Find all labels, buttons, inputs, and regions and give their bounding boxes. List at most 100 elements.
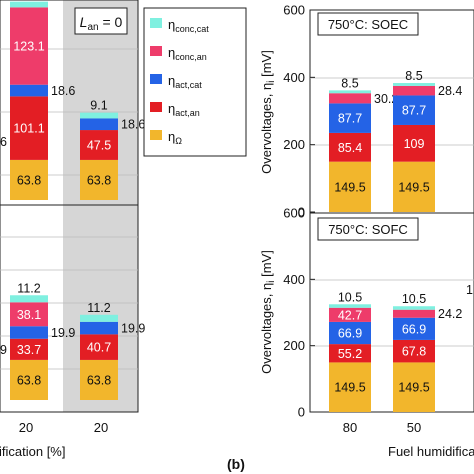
bar-segment-omega [329, 161, 371, 212]
legend-swatch [150, 18, 162, 28]
svg-text:Lan = 0: Lan = 0 [80, 14, 123, 33]
legend-swatch [150, 46, 162, 56]
bar-value-label: 42.7 [338, 308, 362, 322]
bar-segment-act-cat [329, 321, 371, 345]
left-frame [0, 0, 139, 413]
bar-value-label: 11.2 [17, 281, 40, 295]
bar-value-label: 47.5 [87, 138, 111, 152]
right-bottom-y-axis-label: Overvoltages, ηi [mV] [259, 250, 277, 374]
right-top-y-axis: 0 200 400 600 [283, 3, 315, 220]
bar-segment-act-an [80, 130, 118, 160]
bar-value-label: 63.8 [17, 173, 41, 187]
bar-value-label: 8.5 [405, 69, 422, 83]
legend-swatch [150, 130, 162, 140]
bar-segment-conc-cat [393, 306, 435, 310]
panel-tag: (b) [227, 456, 245, 472]
bar-value-label: 87.7 [402, 104, 426, 118]
bar-value-label: 63.8 [87, 373, 111, 387]
bar-segment-act-cat [393, 95, 435, 125]
bar-segment-act-an [329, 132, 371, 162]
bar-value-label: 63.8 [87, 173, 111, 187]
right-x-axis-label: Fuel humidificati [388, 444, 474, 459]
clipped-value-label: 9 [0, 343, 7, 357]
left-x-axis-label: ification [%] [0, 444, 65, 459]
right-panel: 0 200 400 600 0 200 400 600 149.5 85.4 87.7 30.2 8… [227, 3, 474, 472]
bar-segment-conc-cat [80, 314, 118, 322]
bar-value-label: 9.1 [20, 0, 37, 2]
legend-label: ηact,cat [168, 73, 202, 90]
right-frame [309, 9, 474, 413]
bar-segment-act-cat [10, 84, 48, 97]
legend-label: ηact,an [168, 101, 200, 118]
right-top-y-axis-label: Overvoltages, ηi [mV] [259, 50, 277, 174]
bar-segment-omega [393, 161, 435, 212]
bar-segment-act-an [393, 124, 435, 162]
y-tick-label: 200 [283, 338, 305, 353]
bar-segment-conc-an [10, 302, 48, 327]
bar-value-label: 149.5 [398, 381, 429, 395]
bar-value-label: 63.8 [17, 373, 41, 387]
sofc-title-box [317, 217, 419, 241]
y-tick-label: 600 [283, 206, 305, 221]
bar-segment-conc-cat [10, 1, 48, 8]
bar-value-label: 10.5 [402, 292, 426, 306]
bar-segment-act-an [80, 334, 118, 360]
right-bottom-y-axis: 0 200 400 600 [283, 206, 315, 420]
bar-value-label: 38.1 [17, 308, 41, 322]
bar-value-label: 149.5 [334, 180, 365, 194]
y-tick-label: 0 [298, 405, 305, 420]
bar-value-label: 123.1 [13, 40, 44, 54]
bar-segment-omega [329, 362, 371, 412]
legend: ηconc,cat ηconc,an ηact,cat ηact,an ηΩ [143, 7, 247, 157]
bar-segment-omega [10, 359, 48, 400]
y-tick-label: 400 [283, 272, 305, 287]
bar-value-label: 19.9 [121, 322, 145, 336]
legend-label: ηconc,cat [168, 17, 209, 34]
legend-label: ηconc,an [168, 45, 207, 62]
bar-segment-conc-an [393, 85, 435, 96]
bar-value-label: 149.5 [334, 381, 365, 395]
bar-value-label: 66.9 [338, 327, 362, 341]
bar-value-label: 18.6 [51, 84, 75, 98]
bar-segment-omega [80, 159, 118, 200]
bar-segment-act-cat [393, 317, 435, 340]
right-top-bars: 149.5 85.4 87.7 30.2 8.5 149.5 109 87.7 28.4 8.5 [329, 69, 462, 212]
right-tick-label: 50 [407, 420, 421, 435]
y-tick-label: 200 [283, 137, 305, 152]
bar-segment-omega [80, 359, 118, 400]
bar-value-label: 18.6 [121, 118, 145, 132]
bar-segment-omega [393, 362, 435, 412]
y-tick-label: 600 [283, 3, 305, 18]
y-tick-label: 0 [298, 205, 305, 220]
right-bottom-bars: 149.5 55.2 66.9 42.7 10.5 149.5 67.8 66.9 24.2 10… [329, 283, 473, 412]
bar-segment-act-cat [80, 118, 118, 131]
bar-value-label: 19.9 [51, 326, 75, 340]
bar-segment-conc-an [393, 309, 435, 318]
bar-segment-act-an [10, 338, 48, 360]
soec-title-box [317, 12, 419, 36]
bar-value-label: 33.7 [17, 343, 41, 357]
bar-value-label: 24.2 [438, 307, 462, 321]
bar-segment-act-cat [10, 326, 48, 339]
left-annotation-box: Lan = 0 [74, 7, 128, 35]
soec-title: 750°C: SOEC [328, 17, 408, 32]
bar-value-label: 109 [404, 137, 425, 151]
y-tick-label: 400 [283, 70, 305, 85]
bar-segment-conc-cat [10, 295, 48, 303]
bar-value-label: 10.5 [338, 290, 362, 304]
bar-value-label: 40.7 [87, 341, 111, 355]
bar-segment-act-an [329, 344, 371, 363]
bar-segment-conc-cat [80, 112, 118, 119]
bar-value-label: 9.1 [90, 99, 107, 113]
left-panel: 63.8 101.1 18.6 123.1 9.1 63.8 47.5 18.6 9.1 6 63… [0, 0, 145, 459]
bar-segment-conc-cat [393, 83, 435, 86]
bar-value-label: 67.8 [402, 345, 426, 359]
bar-segment-act-an [393, 339, 435, 363]
bar-segment-act-cat [80, 321, 118, 335]
bar-value-label: 8.5 [341, 76, 358, 90]
bar-segment-act-an [10, 96, 48, 160]
clipped-value-label: 1 [466, 283, 473, 297]
right-tick-label: 80 [343, 420, 357, 435]
sofc-title: 750°C: SOFC [328, 222, 408, 237]
